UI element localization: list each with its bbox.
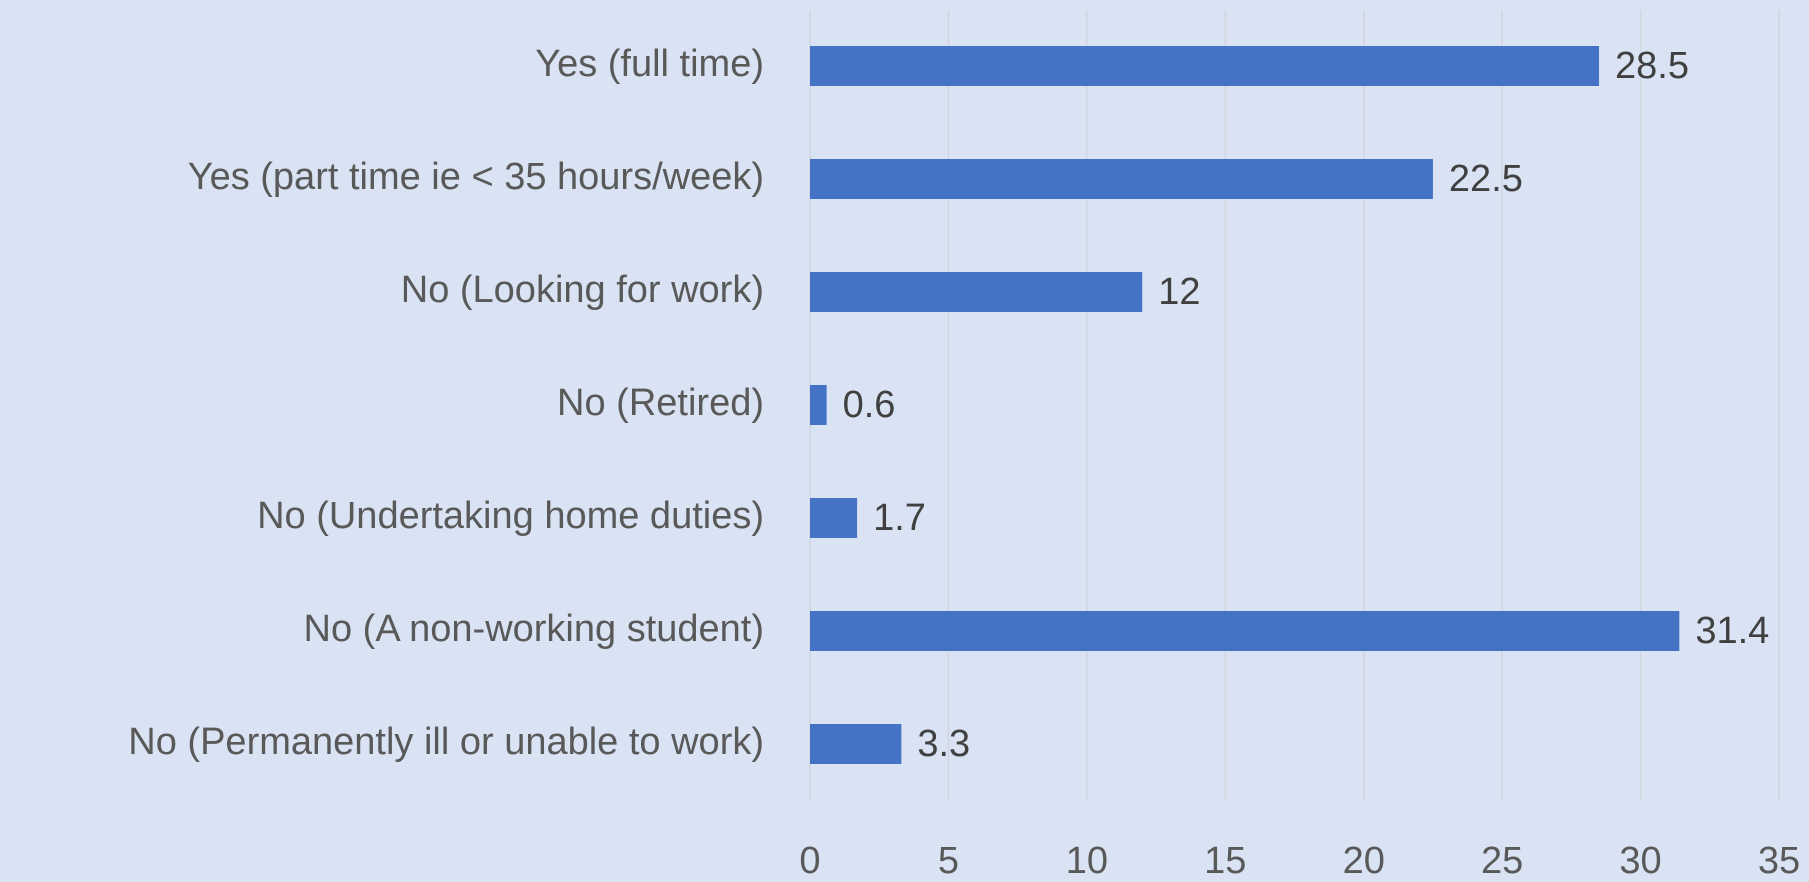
bar	[810, 272, 1143, 312]
bar	[810, 159, 1433, 199]
x-tick-label: 30	[1619, 840, 1661, 882]
bar	[810, 724, 902, 764]
x-tick-label: 35	[1758, 840, 1800, 882]
data-label: 22.5	[1449, 158, 1523, 200]
y-tick-label: No (A non-working student)	[304, 608, 764, 650]
data-label: 0.6	[843, 384, 896, 426]
bar	[810, 46, 1600, 86]
y-tick-label: Yes (part time ie < 35 hours/week)	[188, 156, 764, 198]
data-label: 3.3	[917, 723, 970, 765]
x-tick-label: 15	[1204, 840, 1246, 882]
data-label: 28.5	[1615, 45, 1689, 87]
x-tick-label: 20	[1343, 840, 1385, 882]
x-tick-label: 25	[1481, 840, 1523, 882]
y-tick-label: No (Undertaking home duties)	[257, 495, 764, 537]
bar	[810, 611, 1680, 651]
y-tick-label: No (Retired)	[557, 382, 764, 424]
y-tick-label: Yes (full time)	[535, 43, 764, 85]
data-label: 12	[1158, 271, 1200, 313]
data-label: 31.4	[1695, 610, 1769, 652]
x-tick-label: 10	[1066, 840, 1108, 882]
x-tick-label: 0	[799, 840, 820, 882]
bar	[810, 385, 827, 425]
bar	[810, 498, 858, 538]
x-tick-label: 5	[938, 840, 959, 882]
data-label: 1.7	[873, 497, 926, 539]
y-tick-label: No (Permanently ill or unable to work)	[128, 721, 764, 763]
y-tick-label: No (Looking for work)	[401, 269, 764, 311]
